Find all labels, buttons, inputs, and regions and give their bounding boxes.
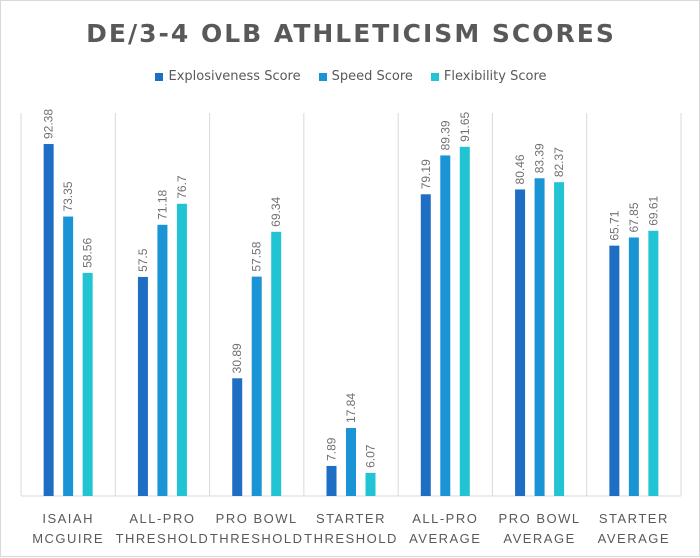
data-label: 58.56 [81,238,95,268]
x-tick-label: PRO BOWL [499,511,581,526]
legend-item: Flexibility Score [430,69,547,84]
x-tick-label: ALL-PRO [129,511,195,526]
bar-explosiveness-score [137,276,148,496]
legend-item: Explosiveness Score [155,69,301,84]
data-label: 57.58 [250,241,264,271]
x-tick-label: ALL-PRO [412,511,478,526]
data-label: 92.38 [42,109,56,139]
legend-label: Flexibility Score [443,69,547,84]
data-label: 67.85 [627,202,641,232]
x-tick-label: THRESHOLD [304,531,398,546]
x-tick-label: AVERAGE [409,531,481,546]
data-label: 80.46 [513,154,527,184]
bar-speed-score [534,178,545,496]
x-tick-label: PRO BOWL [216,511,298,526]
data-label: 89.39 [438,120,452,150]
bar-speed-score [440,155,451,496]
x-tick-label: ISAIAH [42,511,94,526]
data-label: 69.61 [646,195,660,225]
bar-explosiveness-score [609,245,620,496]
x-tick-label: THRESHOLD [210,531,304,546]
data-label: 71.18 [155,189,169,219]
bar-flexibility-score [365,472,376,496]
bar-speed-score [628,237,639,496]
legend-swatch [318,72,327,81]
bar-flexibility-score [271,231,282,496]
x-tick-label: THRESHOLD [116,531,210,546]
bar-speed-score [251,276,262,496]
x-tick-label: MCGUIRE [32,531,104,546]
legend-item: Speed Score [318,69,413,84]
data-label: 17.84 [344,393,358,423]
data-label: 76.7 [175,175,189,199]
bar-speed-score [157,224,168,496]
legend-label: Speed Score [331,69,413,84]
data-label: 7.89 [325,437,339,461]
data-label: 6.07 [364,444,378,468]
bar-explosiveness-score [232,378,243,496]
chart-title: DE/3-4 OLB ATHLETICISM SCORES [86,19,616,48]
legend-swatch [430,72,439,81]
bar-flexibility-score [176,203,187,496]
x-tick-label: AVERAGE [503,531,575,546]
data-label: 91.65 [458,111,472,141]
x-tick-label: STARTER [316,511,386,526]
bar-explosiveness-score [326,465,337,496]
bar-explosiveness-score [43,144,54,496]
bar-flexibility-score [554,182,565,497]
data-label: 69.34 [269,196,283,226]
data-label: 83.39 [533,143,547,173]
bar-flexibility-score [459,146,470,496]
bar-speed-score [63,216,74,496]
data-label: 79.19 [419,159,433,189]
bar-explosiveness-score [515,189,526,497]
data-label: 73.35 [61,181,75,211]
data-label: 82.37 [552,147,566,177]
bar-explosiveness-score [420,194,431,496]
data-label: 30.89 [230,343,244,373]
bar-flexibility-score [82,272,93,496]
bar-flexibility-score [648,230,659,497]
x-tick-label: STARTER [599,511,669,526]
legend-swatch [155,72,164,81]
data-label: 57.5 [136,248,150,272]
legend: Explosiveness Score Speed Score Flexibilit… [1,69,700,84]
bar-speed-score [346,428,356,496]
data-label: 65.71 [607,210,621,240]
x-tick-label: AVERAGE [598,531,670,546]
legend-label: Explosiveness Score [168,69,301,84]
